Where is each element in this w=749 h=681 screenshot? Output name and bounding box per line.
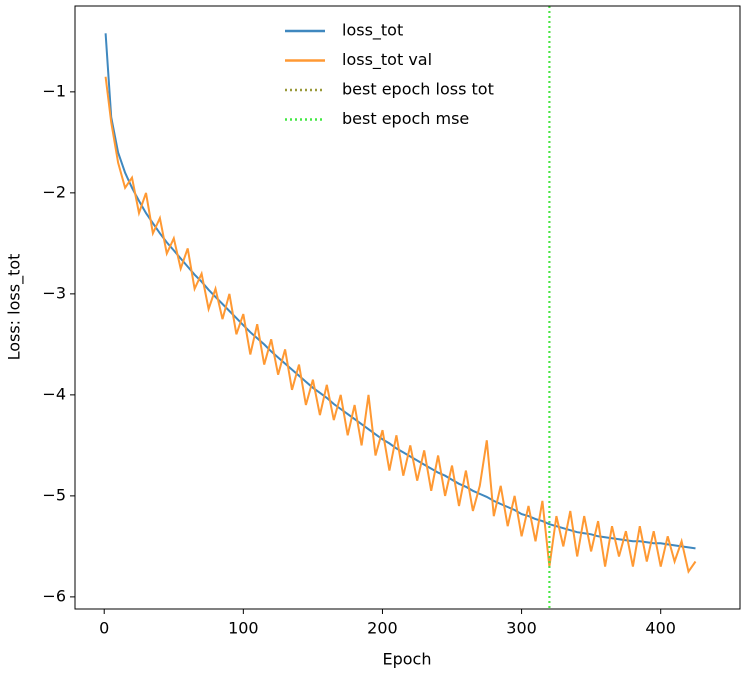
x-axis-label: Epoch — [383, 650, 432, 669]
series-line — [104, 76, 697, 575]
y-tick-label: −2 — [42, 182, 66, 201]
y-tick-label: −3 — [42, 283, 66, 302]
legend-label: loss_tot — [342, 21, 403, 41]
legend-label: loss_tot val — [342, 50, 432, 70]
y-tick-label: −1 — [42, 81, 66, 100]
x-tick-label: 400 — [645, 619, 676, 638]
y-tick-label: −4 — [42, 384, 66, 403]
y-tick-label: −6 — [42, 586, 66, 605]
plot-frame — [74, 5, 741, 610]
x-tick-label: 100 — [228, 619, 259, 638]
x-tick-label: 0 — [99, 619, 109, 638]
x-tick-label: 200 — [367, 619, 398, 638]
y-tick-label: −5 — [42, 485, 66, 504]
legend-label: best epoch mse — [342, 109, 469, 128]
x-tick-label: 300 — [506, 619, 537, 638]
legend-label: best epoch loss tot — [342, 80, 494, 99]
y-axis-label: Loss: loss_tot — [5, 254, 25, 361]
